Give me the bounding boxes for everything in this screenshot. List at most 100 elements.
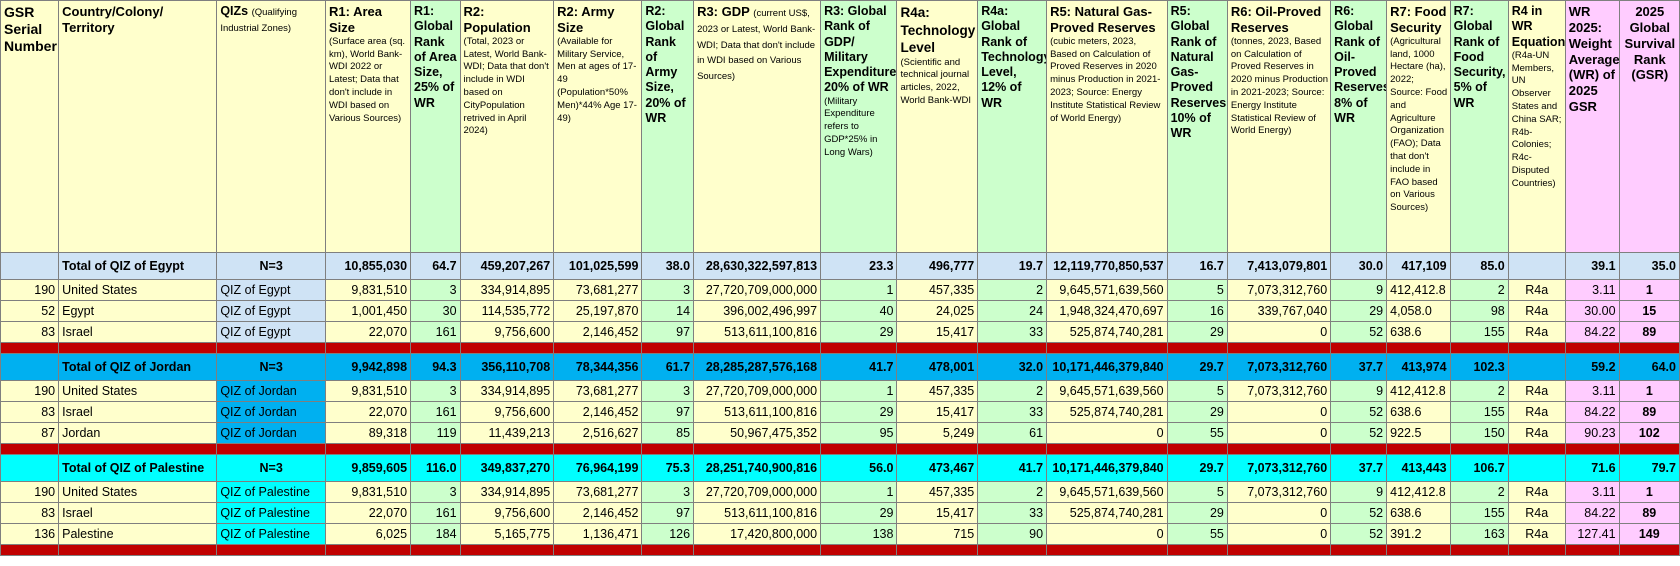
cell-gdp-rank: 1 bbox=[820, 481, 898, 503]
cell-food-rank: 2 bbox=[1449, 481, 1509, 503]
separator-cell bbox=[1166, 342, 1228, 354]
table-row: 190 United States QIZ of Palestine 9,831,51… bbox=[0, 481, 1680, 503]
cell-gsr: 1 bbox=[1618, 279, 1680, 301]
cell-gdp-rank: 1 bbox=[820, 380, 898, 402]
cell-gdp: 28,630,322,597,813 bbox=[693, 252, 822, 280]
cell-serial: 83 bbox=[0, 321, 60, 343]
cell-army: 73,681,277 bbox=[553, 481, 643, 503]
separator-cell bbox=[1564, 443, 1620, 455]
cell-qiz: QIZ of Jordan bbox=[216, 401, 327, 423]
header-r5-rank: R5: Global Rank of Natural Gas-Proved Re… bbox=[1166, 0, 1228, 253]
header-gsr-serial: GSR Serial Number bbox=[0, 0, 60, 253]
cell-area-rank: 3 bbox=[410, 279, 461, 301]
separator-cell bbox=[1386, 342, 1451, 354]
cell-army: 73,681,277 bbox=[553, 380, 643, 402]
cell-oil-rank: 52 bbox=[1330, 401, 1388, 423]
cell-army-rank: 85 bbox=[641, 422, 695, 444]
cell-gas-rank: 16 bbox=[1166, 300, 1228, 322]
cell-area: 9,942,898 bbox=[325, 353, 412, 381]
cell-country: United States bbox=[58, 279, 218, 301]
separator-cell bbox=[641, 342, 695, 354]
separator-cell bbox=[58, 443, 218, 455]
cell-pop: 114,535,772 bbox=[459, 300, 555, 322]
cell-oil-rank: 29 bbox=[1330, 300, 1388, 322]
cell-oil-rank: 52 bbox=[1330, 321, 1388, 343]
cell-food: 391.2 bbox=[1386, 523, 1451, 545]
cell-tech-rank: 90 bbox=[977, 523, 1048, 545]
cell-food-rank: 155 bbox=[1449, 321, 1509, 343]
cell-army: 1,136,471 bbox=[553, 523, 643, 545]
cell-food: 412,412.8 bbox=[1386, 279, 1451, 301]
separator-cell bbox=[216, 443, 327, 455]
header-r1-area: R1: Area Size (Surface area (sq. km), Wor… bbox=[325, 0, 412, 253]
cell-gdp: 28,251,740,900,816 bbox=[693, 454, 822, 482]
cell-food-rank: 2 bbox=[1449, 380, 1509, 402]
separator-cell bbox=[1618, 443, 1680, 455]
cell-army-rank: 14 bbox=[641, 300, 695, 322]
cell-oil: 7,073,312,760 bbox=[1226, 481, 1332, 503]
cell-gas: 12,119,770,850,537 bbox=[1046, 252, 1168, 280]
cell-gdp-rank: 95 bbox=[820, 422, 898, 444]
cell-gdp-rank: 29 bbox=[820, 502, 898, 524]
separator-cell bbox=[1046, 342, 1168, 354]
cell-wr: 84.22 bbox=[1564, 401, 1620, 423]
cell-gas: 525,874,740,281 bbox=[1046, 502, 1168, 524]
header-r6-rank: R6: Global Rank of Oil-Proved Reserves, … bbox=[1330, 0, 1388, 253]
cell-pop: 334,914,895 bbox=[459, 481, 555, 503]
separator-cell bbox=[1449, 342, 1509, 354]
separator-cell bbox=[1449, 544, 1509, 556]
separator-cell bbox=[216, 544, 327, 556]
cell-area-rank: 161 bbox=[410, 502, 461, 524]
cell-gas: 9,645,571,639,560 bbox=[1046, 380, 1168, 402]
cell-food-rank: 85.0 bbox=[1449, 252, 1509, 280]
cell-serial: 136 bbox=[0, 523, 60, 545]
cell-area: 9,831,510 bbox=[325, 380, 412, 402]
separator-cell bbox=[641, 443, 695, 455]
cell-gsr: 79.7 bbox=[1618, 454, 1680, 482]
cell-army: 101,025,599 bbox=[553, 252, 643, 280]
cell-army: 2,516,627 bbox=[553, 422, 643, 444]
cell-oil: 7,073,312,760 bbox=[1226, 353, 1332, 381]
cell-wr: 3.11 bbox=[1564, 279, 1620, 301]
cell-eq bbox=[1507, 252, 1566, 280]
cell-gdp: 27,720,709,000,000 bbox=[693, 279, 822, 301]
cell-gsr: 149 bbox=[1618, 523, 1680, 545]
cell-army-rank: 97 bbox=[641, 502, 695, 524]
cell-tech: 24,025 bbox=[896, 300, 979, 322]
cell-tech: 496,777 bbox=[896, 252, 979, 280]
separator-cell bbox=[1330, 443, 1388, 455]
cell-army-rank: 97 bbox=[641, 321, 695, 343]
cell-food: 412,412.8 bbox=[1386, 380, 1451, 402]
separator-cell bbox=[1386, 544, 1451, 556]
cell-qiz: QIZ of Jordan bbox=[216, 422, 327, 444]
cell-gas-rank: 55 bbox=[1166, 422, 1228, 444]
cell-tech-rank: 2 bbox=[977, 279, 1048, 301]
separator-cell bbox=[410, 342, 461, 354]
cell-country: Israel bbox=[58, 401, 218, 423]
cell-eq: R4a bbox=[1507, 422, 1566, 444]
cell-oil: 7,073,312,760 bbox=[1226, 454, 1332, 482]
separator-cell bbox=[0, 544, 60, 556]
separator-cell bbox=[553, 342, 643, 354]
cell-food: 638.6 bbox=[1386, 502, 1451, 524]
cell-serial: 83 bbox=[0, 502, 60, 524]
cell-gdp: 513,611,100,816 bbox=[693, 321, 822, 343]
cell-oil-rank: 9 bbox=[1330, 380, 1388, 402]
cell-food: 412,412.8 bbox=[1386, 481, 1451, 503]
cell-serial: 52 bbox=[0, 300, 60, 322]
cell-tech-rank: 2 bbox=[977, 481, 1048, 503]
cell-army: 2,146,452 bbox=[553, 401, 643, 423]
cell-country: Israel bbox=[58, 502, 218, 524]
cell-area: 10,855,030 bbox=[325, 252, 412, 280]
table-row: 83 Israel QIZ of Egypt 22,070 161 9,756,600 2,… bbox=[0, 321, 1680, 343]
cell-eq: R4a bbox=[1507, 401, 1566, 423]
separator-cell bbox=[896, 544, 979, 556]
cell-qiz: QIZ of Egypt bbox=[216, 321, 327, 343]
separator-cell bbox=[820, 443, 898, 455]
cell-gsr: 1 bbox=[1618, 380, 1680, 402]
cell-oil-rank: 37.7 bbox=[1330, 454, 1388, 482]
cell-gas: 525,874,740,281 bbox=[1046, 401, 1168, 423]
table-row: 87 Jordan QIZ of Jordan 89,318 119 11,439,213… bbox=[0, 422, 1680, 444]
cell-food-rank: 155 bbox=[1449, 401, 1509, 423]
